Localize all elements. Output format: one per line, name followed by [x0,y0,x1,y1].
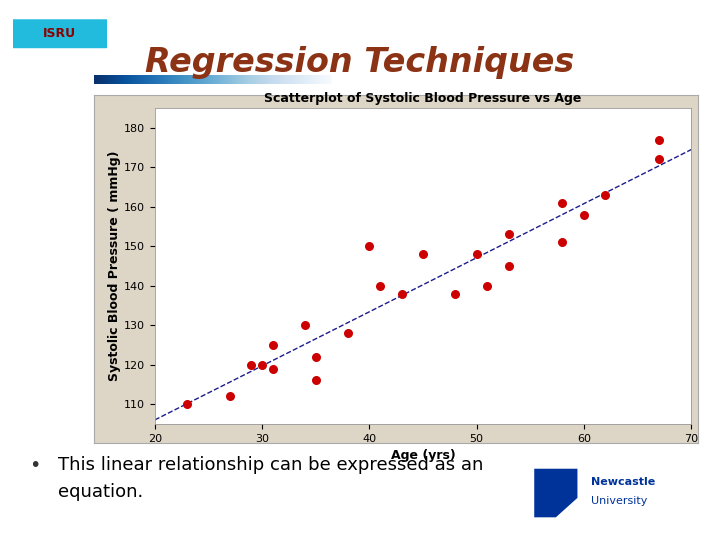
Point [557,238,568,247]
Text: University: University [591,496,647,506]
Text: Regression Techniques: Regression Techniques [145,46,575,79]
Point [300,321,311,329]
Point [224,392,235,401]
Point [600,191,611,199]
Point [310,353,321,361]
Point [181,400,193,408]
Point [342,329,354,338]
Polygon shape [99,20,114,48]
Text: equation.: equation. [58,483,143,501]
Point [364,242,375,251]
Polygon shape [13,20,107,48]
Text: •: • [29,456,40,475]
Point [267,364,279,373]
Point [653,155,665,164]
Y-axis label: Systolic Blood Pressure ( mmHg): Systolic Blood Pressure ( mmHg) [108,151,121,381]
Point [482,281,493,290]
Polygon shape [6,20,20,48]
Text: Newcastle: Newcastle [591,477,655,487]
Point [418,250,429,259]
Text: This linear relationship can be expressed as an: This linear relationship can be expresse… [58,456,483,474]
Point [449,289,461,298]
Point [374,281,386,290]
Title: Scatterplot of Systolic Blood Pressure vs Age: Scatterplot of Systolic Blood Pressure v… [264,92,582,105]
Point [578,210,590,219]
Point [653,135,665,144]
Point [256,360,268,369]
Text: ISRU: ISRU [43,27,76,40]
Point [310,376,321,385]
Point [471,250,482,259]
Point [267,341,279,349]
X-axis label: Age (yrs): Age (yrs) [391,449,455,462]
Point [557,198,568,207]
Point [246,360,257,369]
Point [503,230,515,239]
Point [503,261,515,270]
Polygon shape [534,469,577,517]
Point [396,289,408,298]
